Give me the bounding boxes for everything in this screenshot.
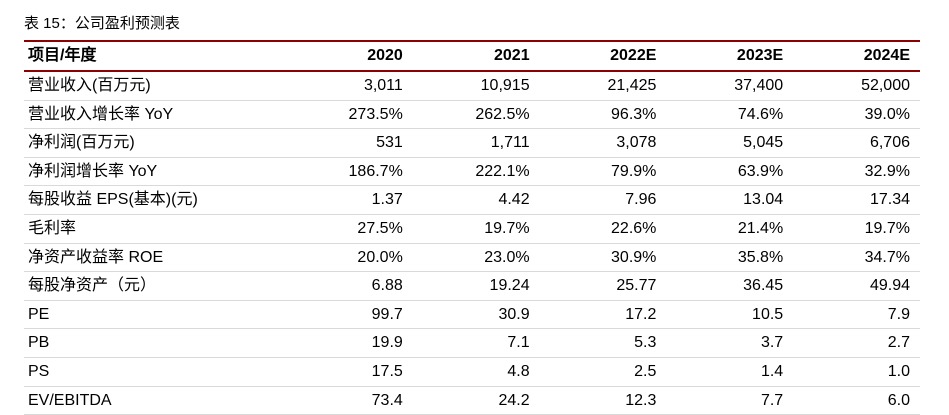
row-label: 净利润增长率 YoY [28,162,158,180]
cell-value: 2.5 [634,362,657,380]
cell-value: 13.04 [743,191,784,209]
cell-value: 34.7% [864,248,910,266]
cell-value: 35.8% [737,248,784,266]
table-row: 净资产收益率 ROE 20.0% 23.0% 30.9% 35.8% 34.7% [24,243,920,272]
cell-value: 19.9 [371,334,403,352]
header-item-year: 项目/年度 [24,40,286,72]
table-row: 净利润(百万元) 531 1,711 3,078 5,045 6,706 [24,129,920,158]
row-label: 净资产收益率 ROE [28,248,164,266]
cell-value: 23.0% [484,248,530,266]
cell-value: 531 [376,134,403,152]
table-row: 每股收益 EPS(基本)(元) 1.37 4.42 7.96 13.04 17.34 [24,186,920,215]
row-label: EV/EBITDA [28,391,112,409]
table-row: 毛利率 27.5% 19.7% 22.6% 21.4% 19.7% [24,214,920,244]
row-label: 营业收入增长率 YoY [28,105,174,123]
row-label: 净利润(百万元) [28,134,135,152]
cell-value: 27.5% [357,219,403,237]
cell-value: 36.45 [743,277,784,295]
cell-value: 21.4% [737,219,784,237]
cell-value: 7.9 [887,305,910,323]
cell-value: 25.77 [616,277,657,295]
cell-value: 6.0 [887,391,910,409]
cell-value: 39.0% [864,105,910,123]
cell-value: 186.7% [348,162,403,180]
row-label: 毛利率 [28,219,77,237]
cell-value: 10,915 [480,77,530,94]
cell-value: 79.9% [611,162,657,180]
cell-value: 22.6% [611,219,657,237]
table-row: 净利润增长率 YoY 186.7% 222.1% 79.9% 63.9% 32.9% [24,157,920,186]
table-row: 营业收入增长率 YoY 273.5% 262.5% 96.3% 74.6% 39.0% [24,100,920,129]
header-row: 项目/年度 2020 2021 2022E 2023E 2024E [24,40,920,72]
table-row: 每股净资产（元） 6.88 19.24 25.77 36.45 49.94 [24,272,920,301]
cell-value: 17.5 [371,362,403,380]
table-caption: 表 15：公司盈利预测表 [24,15,180,32]
header-2022e: 2022E [539,40,667,72]
cell-value: 73.4 [371,391,403,409]
cell-value: 21,425 [607,77,657,94]
cell-value: 17.34 [869,191,910,209]
cell-value: 37,400 [734,77,784,94]
cell-value: 3,011 [363,77,403,94]
table-row: PS 17.5 4.8 2.5 1.4 1.0 [24,357,920,387]
cell-value: 99.7 [371,305,403,323]
cell-value: 7.1 [507,334,530,352]
cell-value: 1.37 [371,191,403,209]
cell-value: 3.7 [760,334,784,352]
cell-value: 6,706 [869,134,910,152]
row-label: PB [28,334,50,352]
cell-value: 4.8 [507,362,530,380]
header-2020: 2020 [286,40,413,72]
cell-value: 1.0 [887,362,910,380]
cell-value: 7.96 [625,191,657,209]
cell-value: 10.5 [752,305,784,323]
cell-value: 6.88 [371,277,403,295]
cell-value: 7.7 [760,391,784,409]
cell-value: 4.42 [498,191,530,209]
cell-value: 30.9 [498,305,530,323]
cell-value: 5.3 [634,334,657,352]
row-label: 营业收入(百万元) [28,77,151,94]
cell-value: 63.9% [737,162,784,180]
row-label: PE [28,305,50,323]
cell-value: 19.7% [484,219,530,237]
header-2023e: 2023E [666,40,794,72]
row-label: 每股收益 EPS(基本)(元) [28,191,198,209]
cell-value: 222.1% [475,162,530,180]
cell-value: 262.5% [475,105,530,123]
cell-value: 19.7% [864,219,910,237]
cell-value: 12.3 [625,391,657,409]
cell-value: 74.6% [737,105,784,123]
cell-value: 2.7 [887,334,910,352]
table-row: 营业收入(百万元) 3,011 10,915 21,425 37,400 52,000 [24,71,920,101]
cell-value: 273.5% [348,105,403,123]
cell-value: 49.94 [869,277,910,295]
cell-value: 1,711 [490,134,530,152]
cell-value: 24.2 [498,391,530,409]
header-2021: 2021 [412,40,540,72]
cell-value: 96.3% [611,105,657,123]
cell-value: 52,000 [861,77,910,94]
row-label: PS [28,362,50,380]
cell-value: 30.9% [611,248,657,266]
cell-value: 5,045 [743,134,784,152]
row-label: 每股净资产（元） [28,277,157,295]
table-row: EV/EBITDA 73.4 24.2 12.3 7.7 6.0 [24,386,920,415]
table-row: PB 19.9 7.1 5.3 3.7 2.7 [24,329,920,358]
earnings-forecast-table: 项目/年度 2020 2021 2022E 2023E 2024E 营业收入(百… [24,40,920,415]
cell-value: 19.24 [489,277,530,295]
cell-value: 1.4 [760,362,784,380]
cell-value: 3,078 [616,134,657,152]
table-row: PE 99.7 30.9 17.2 10.5 7.9 [24,300,920,329]
cell-value: 17.2 [625,305,657,323]
cell-value: 20.0% [357,248,403,266]
header-2024e: 2024E [793,40,920,72]
cell-value: 32.9% [864,162,910,180]
